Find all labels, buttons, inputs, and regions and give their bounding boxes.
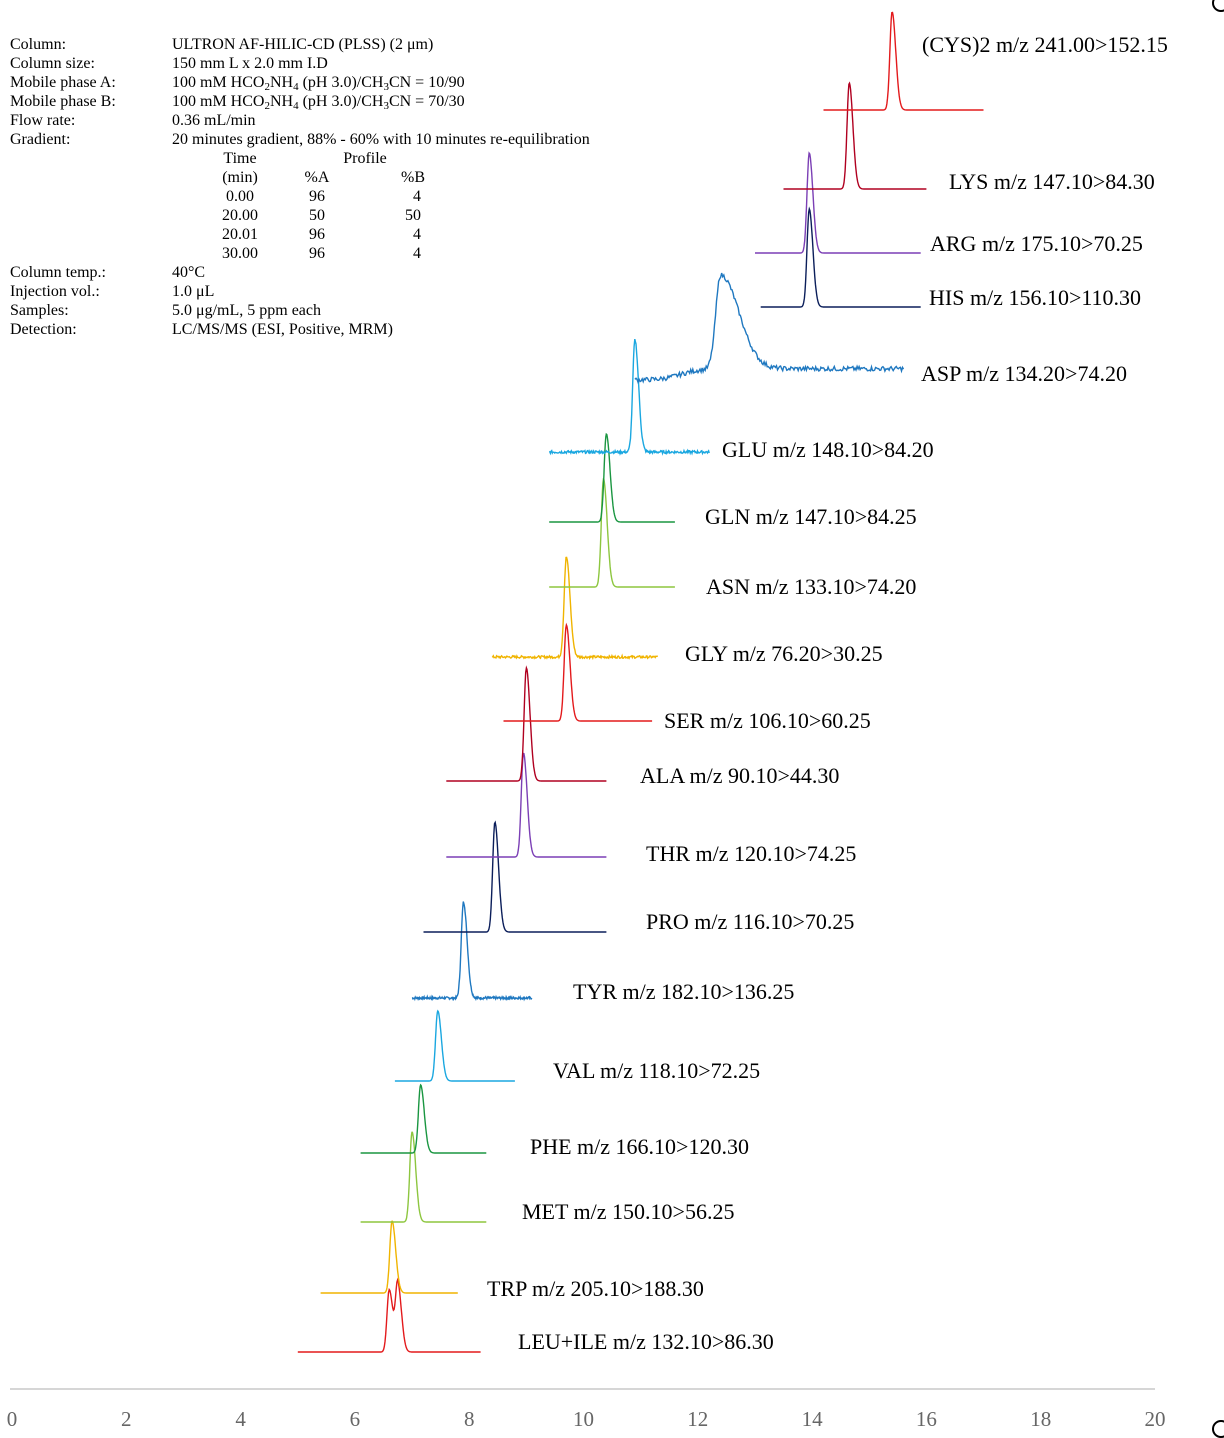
x-tick-label: 18: [1030, 1407, 1051, 1431]
gradient-header-time-unit: (min): [222, 169, 258, 186]
chromatogram-trace: [360, 1083, 487, 1154]
gradient-header-profile: Profile: [343, 150, 387, 167]
condition-label: Gradient:: [10, 131, 71, 148]
trace-label: TRP m/z 205.10>188.30: [487, 1276, 704, 1301]
condition-value: 20 minutes gradient, 88% - 60% with 10 m…: [172, 131, 590, 148]
corner-decoration: [1212, 1420, 1224, 1438]
chromatogram-trace: [411, 901, 533, 1002]
chromatogram-traces: [297, 11, 984, 1353]
chromatogram-trace: [360, 1131, 487, 1223]
x-tick-label: 2: [121, 1407, 132, 1431]
trace-label: GLU m/z 148.10>84.20: [722, 437, 934, 462]
condition-value: ULTRON AF-HILIC-CD (PLSS) (2 μm): [172, 36, 434, 53]
gradient-time: 0.00: [226, 188, 254, 205]
trace-label: GLY m/z 76.20>30.25: [685, 641, 883, 666]
condition-value: 150 mm L x 2.0 mm I.D: [172, 55, 328, 72]
trace-label: ARG m/z 175.10>70.25: [930, 231, 1143, 256]
gradient-b: 50: [405, 207, 421, 224]
condition-value: 5.0 μg/mL, 5 ppm each: [172, 302, 321, 319]
chromatogram-trace: [783, 81, 927, 190]
chromatogram-trace: [320, 1220, 458, 1294]
chromatogram-trace: [634, 272, 905, 385]
x-tick-label: 8: [464, 1407, 475, 1431]
condition-value: 40°C: [172, 264, 206, 281]
condition-label: Mobile phase B:: [10, 93, 116, 110]
trace-labels: LEU+ILE m/z 132.10>86.30 TRP m/z 205.10>1…: [487, 32, 1168, 1354]
trace-label: PHE m/z 166.10>120.30: [530, 1134, 749, 1159]
gradient-time: 20.01: [222, 226, 258, 243]
chromatogram-trace: [549, 478, 675, 588]
gradient-header-b: %B: [401, 169, 425, 186]
trace-label: (CYS)2 m/z 241.00>152.15: [922, 32, 1168, 57]
x-tick-label: 12: [687, 1407, 708, 1431]
gradient-time: 20.00: [222, 207, 258, 224]
corner-decoration: [1212, 0, 1224, 12]
gradient-time: 30.00: [222, 245, 258, 262]
chromatogram-trace: [823, 11, 984, 111]
trace-label: ASN m/z 133.10>74.20: [706, 574, 916, 599]
chromatogram-trace: [548, 338, 710, 456]
condition-label: Column:: [10, 36, 67, 53]
gradient-a: 96: [309, 226, 325, 243]
gradient-a: 50: [309, 207, 325, 224]
condition-label: Flow rate:: [10, 112, 76, 129]
trace-label: SER m/z 106.10>60.25: [664, 708, 871, 733]
chromatogram-trace: [491, 556, 659, 661]
condition-value: 1.0 μL: [172, 283, 215, 300]
condition-label: Injection vol.:: [10, 283, 100, 300]
x-tick-label: 14: [802, 1407, 824, 1431]
x-axis-tick-labels: 0 2 4 6 8 10 12 14 16 18 20: [7, 1407, 1166, 1431]
condition-value: 100 mM HCO2NH4 (pH 3.0)/CH3CN = 70/30: [172, 93, 465, 112]
x-tick-label: 4: [235, 1407, 246, 1431]
x-tick-label: 20: [1145, 1407, 1166, 1431]
condition-label: Column size:: [10, 55, 95, 72]
trace-label: VAL m/z 118.10>72.25: [553, 1058, 760, 1083]
chromatogram-trace: [760, 206, 921, 308]
chromatogram-trace: [503, 622, 653, 722]
chromatogram-trace: [549, 432, 675, 523]
x-tick-label: 10: [573, 1407, 594, 1431]
chromatogram-trace: [446, 665, 607, 782]
x-tick-label: 6: [350, 1407, 361, 1431]
gradient-header-a: %A: [304, 169, 330, 186]
condition-value: 0.36 mL/min: [172, 112, 256, 129]
trace-label: HIS m/z 156.10>110.30: [929, 285, 1141, 310]
trace-label: MET m/z 150.10>56.25: [522, 1199, 734, 1224]
chromatogram-trace: [394, 1009, 515, 1082]
gradient-a: 96: [309, 188, 325, 205]
gradient-b: 4: [413, 226, 421, 243]
chromatogram-trace: [423, 820, 607, 933]
gradient-a: 96: [309, 245, 325, 262]
trace-label: GLN m/z 147.10>84.25: [705, 504, 917, 529]
condition-value: 100 mM HCO2NH4 (pH 3.0)/CH3CN = 10/90: [172, 74, 465, 93]
trace-label: TYR m/z 182.10>136.25: [573, 979, 794, 1004]
trace-label: LYS m/z 147.10>84.30: [949, 169, 1155, 194]
chromatogram-trace: [297, 1277, 481, 1353]
chromatogram-trace: [755, 151, 921, 254]
condition-label: Detection:: [10, 321, 77, 338]
chromatogram-trace: [446, 752, 607, 858]
condition-label: Mobile phase A:: [10, 74, 116, 91]
condition-value: LC/MS/MS (ESI, Positive, MRM): [172, 321, 393, 338]
x-tick-label: 16: [916, 1407, 937, 1431]
trace-label: ASP m/z 134.20>74.20: [921, 361, 1127, 386]
gradient-b: 4: [413, 245, 421, 262]
trace-label: THR m/z 120.10>74.25: [646, 841, 856, 866]
trace-label: PRO m/z 116.10>70.25: [646, 909, 854, 934]
trace-label: LEU+ILE m/z 132.10>86.30: [518, 1329, 774, 1354]
gradient-header-time: Time: [223, 150, 257, 167]
gradient-b: 4: [413, 188, 421, 205]
trace-label: ALA m/z 90.10>44.30: [640, 763, 839, 788]
condition-label: Samples:: [10, 302, 69, 319]
condition-label: Column temp.:: [10, 264, 106, 281]
x-tick-label: 0: [7, 1407, 18, 1431]
